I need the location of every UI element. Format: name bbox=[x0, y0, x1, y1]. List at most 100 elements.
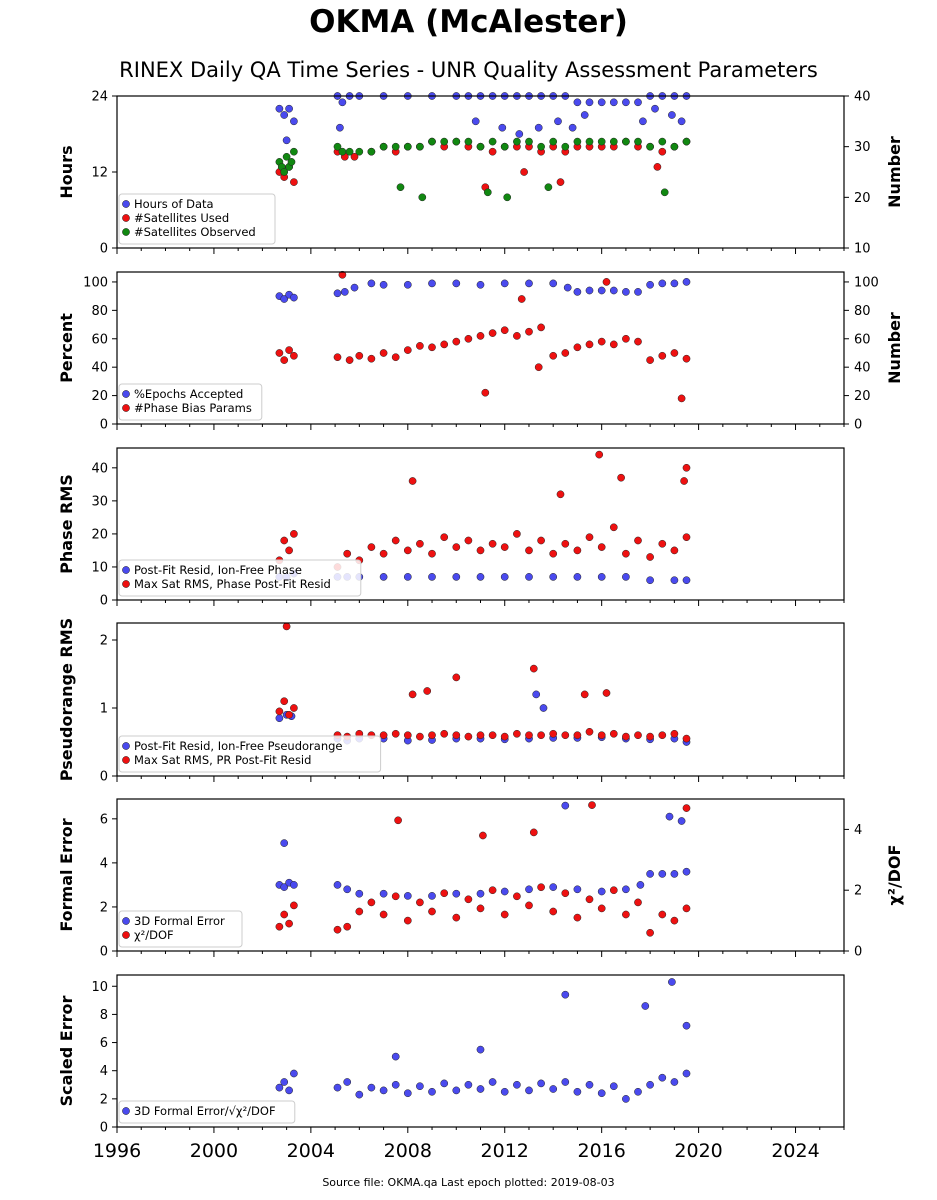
data-point bbox=[573, 98, 582, 107]
y-tick-label: 0 bbox=[100, 594, 108, 609]
data-point bbox=[285, 346, 293, 354]
legend-marker bbox=[122, 1107, 130, 1115]
data-point bbox=[513, 1080, 521, 1089]
y-tick-label: 2 bbox=[100, 634, 108, 649]
data-point bbox=[622, 910, 630, 919]
data-point bbox=[282, 622, 291, 631]
data-point bbox=[488, 539, 497, 548]
y-tick-label: 0 bbox=[100, 770, 108, 785]
data-point bbox=[285, 1086, 293, 1095]
y-tick-label: 60 bbox=[91, 332, 108, 347]
data-point bbox=[500, 1087, 509, 1096]
data-point bbox=[428, 549, 436, 558]
y-tick-label: 20 bbox=[91, 527, 108, 542]
data-point bbox=[549, 907, 558, 916]
data-point bbox=[537, 731, 545, 740]
data-point bbox=[585, 340, 594, 349]
y-tick-label: 0 bbox=[100, 1121, 108, 1136]
data-point bbox=[622, 549, 630, 558]
data-point bbox=[653, 163, 662, 171]
data-point bbox=[622, 885, 630, 894]
data-point bbox=[280, 1078, 289, 1086]
data-point bbox=[280, 697, 289, 706]
legend-marker bbox=[122, 917, 130, 925]
data-point bbox=[280, 910, 289, 919]
data-point bbox=[634, 898, 642, 907]
data-point bbox=[416, 898, 424, 907]
data-point bbox=[597, 731, 606, 740]
data-point bbox=[280, 168, 289, 176]
y-tick-label: 4 bbox=[100, 856, 108, 871]
data-point bbox=[350, 152, 359, 161]
y2-axis-label: χ²/DOF bbox=[885, 845, 904, 906]
data-point bbox=[622, 334, 630, 343]
data-point bbox=[345, 147, 354, 156]
data-point bbox=[646, 576, 654, 585]
data-point bbox=[428, 573, 436, 581]
data-point bbox=[416, 732, 424, 741]
data-point bbox=[500, 887, 509, 896]
legend-marker bbox=[122, 228, 130, 236]
data-point bbox=[391, 536, 400, 545]
data-point bbox=[634, 536, 642, 545]
data-point bbox=[609, 340, 618, 349]
data-point bbox=[290, 530, 298, 538]
data-point bbox=[670, 870, 679, 878]
x-tick-label: 1996 bbox=[93, 1140, 141, 1162]
data-point bbox=[350, 283, 359, 292]
data-point bbox=[680, 477, 688, 485]
data-point bbox=[561, 349, 570, 357]
data-point bbox=[634, 337, 642, 346]
data-point bbox=[391, 353, 400, 362]
data-point bbox=[556, 178, 565, 186]
data-point bbox=[561, 889, 570, 898]
data-point bbox=[488, 329, 497, 337]
data-point bbox=[367, 279, 376, 288]
data-point bbox=[517, 295, 526, 303]
data-point bbox=[658, 137, 667, 146]
data-point bbox=[452, 279, 461, 288]
data-point bbox=[367, 898, 376, 907]
data-point bbox=[585, 286, 594, 295]
data-point bbox=[622, 732, 630, 741]
data-point bbox=[585, 1080, 594, 1089]
data-point bbox=[290, 1069, 298, 1078]
data-point bbox=[682, 734, 691, 743]
legend-box bbox=[118, 193, 276, 245]
y-tick-label: 10 bbox=[91, 980, 108, 995]
data-point bbox=[338, 98, 347, 107]
y-tick-label: 0 bbox=[100, 242, 108, 257]
data-point bbox=[561, 990, 570, 999]
data-point bbox=[416, 539, 424, 548]
data-point bbox=[396, 183, 405, 192]
data-point bbox=[476, 1085, 485, 1093]
data-point bbox=[428, 137, 436, 146]
legend-marker bbox=[122, 390, 130, 398]
y-tick-label: 40 bbox=[91, 361, 108, 376]
data-point bbox=[580, 111, 589, 119]
data-point bbox=[488, 1078, 497, 1086]
data-point bbox=[440, 137, 449, 146]
data-point bbox=[476, 142, 485, 151]
data-point bbox=[500, 326, 509, 335]
legend-box bbox=[118, 559, 362, 597]
data-point bbox=[549, 729, 558, 738]
data-point bbox=[333, 925, 342, 934]
data-point bbox=[646, 142, 654, 151]
data-point bbox=[668, 111, 676, 119]
data-point bbox=[561, 142, 570, 151]
legend-label: Post-Fit Resid, Ion-Free Phase bbox=[134, 563, 302, 577]
legend-marker bbox=[122, 214, 130, 222]
data-point bbox=[529, 828, 538, 837]
data-point bbox=[290, 704, 298, 712]
data-point bbox=[483, 188, 492, 197]
data-point bbox=[670, 279, 679, 288]
x-tick-label: 2004 bbox=[287, 1140, 335, 1162]
data-point bbox=[537, 142, 545, 151]
data-point bbox=[585, 727, 594, 736]
y-axis-label: Formal Error bbox=[57, 818, 76, 931]
data-point bbox=[573, 885, 582, 894]
data-point bbox=[597, 543, 606, 551]
data-point bbox=[355, 907, 364, 916]
